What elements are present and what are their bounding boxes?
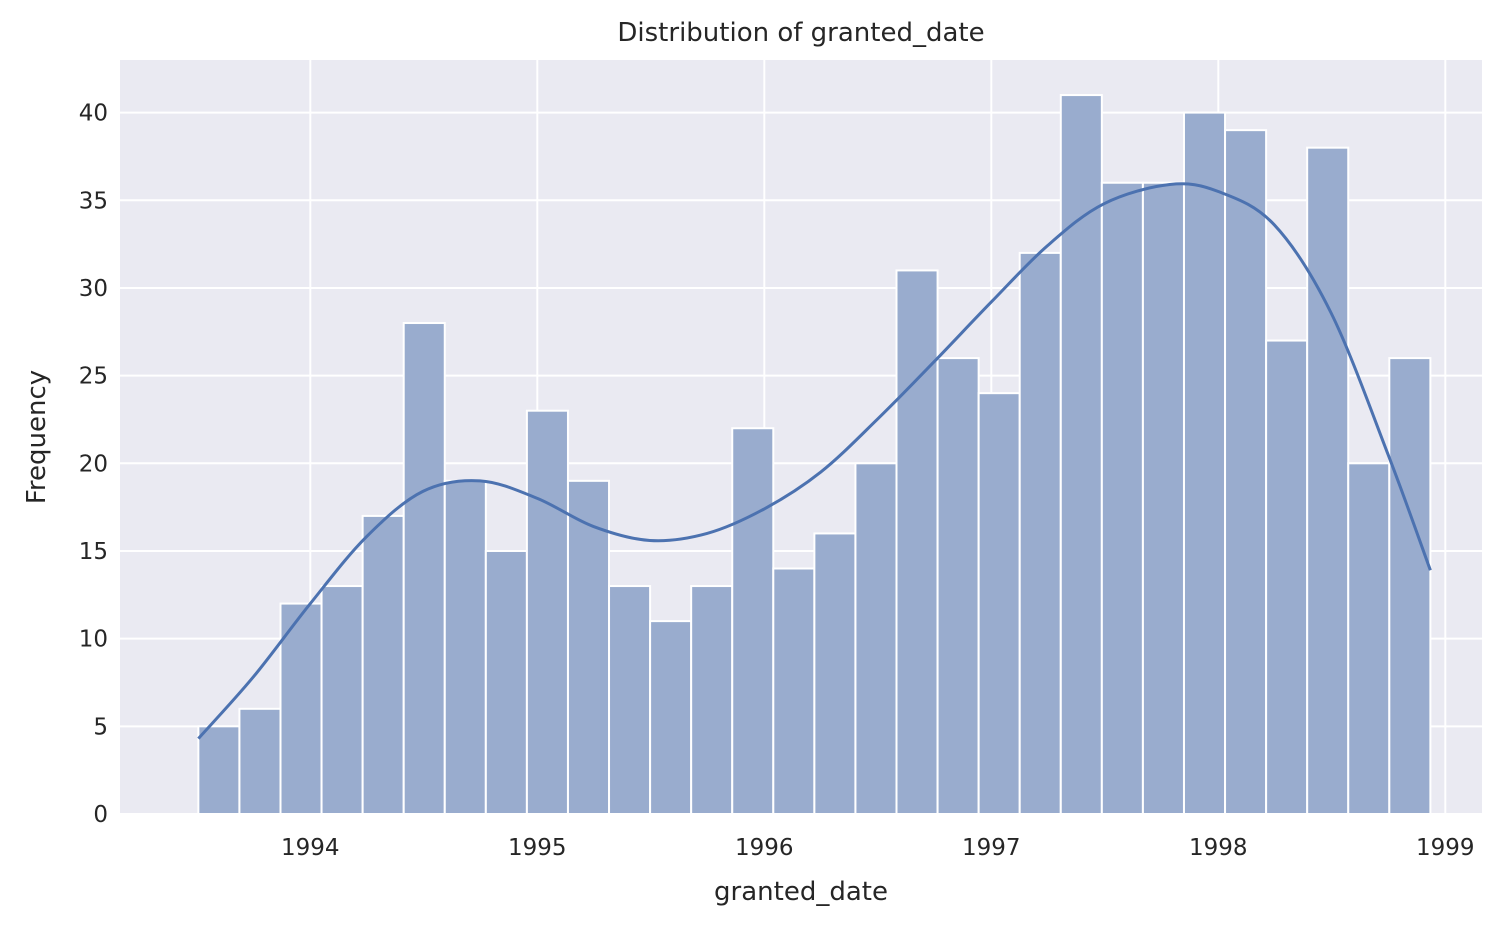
histogram-bar bbox=[402, 322, 446, 815]
x-tick-label: 1996 bbox=[735, 835, 794, 861]
histogram-bar bbox=[854, 462, 898, 815]
histogram-bar bbox=[895, 269, 939, 816]
y-tick-label: 20 bbox=[79, 451, 108, 477]
histogram-bar bbox=[1100, 181, 1144, 815]
histogram-bar bbox=[977, 392, 1021, 815]
y-tick-label: 25 bbox=[79, 364, 108, 390]
kde-curve bbox=[197, 182, 1432, 740]
histogram-bar bbox=[566, 479, 611, 815]
histogram-bar bbox=[1265, 339, 1309, 815]
histogram-bar bbox=[731, 427, 775, 815]
histogram-bar bbox=[1306, 146, 1350, 815]
y-tick-label: 10 bbox=[79, 627, 108, 653]
histogram-bars bbox=[197, 94, 1432, 816]
y-tick-label: 15 bbox=[79, 539, 108, 565]
x-tick-label: 1999 bbox=[1416, 835, 1475, 861]
chart-title: Distribution of granted_date bbox=[617, 18, 984, 48]
y-tick-label: 30 bbox=[79, 276, 108, 302]
x-tick-labels: 1994 1995 1996 1997 1998 1999 bbox=[281, 835, 1475, 861]
x-tick-label: 1997 bbox=[962, 835, 1021, 861]
histogram-bar bbox=[484, 549, 528, 815]
histogram-bar bbox=[238, 707, 282, 816]
histogram-bar bbox=[525, 409, 569, 815]
kde-line bbox=[197, 182, 1432, 740]
histogram-bar bbox=[443, 479, 487, 815]
histogram-bar bbox=[320, 585, 364, 815]
histogram-bar bbox=[1059, 94, 1103, 816]
histogram-bar bbox=[1018, 251, 1062, 815]
x-axis-label: granted_date bbox=[714, 877, 888, 907]
histogram-bar bbox=[936, 357, 980, 815]
histogram-bar bbox=[649, 620, 693, 815]
y-tick-labels: 0 5 10 15 20 25 30 35 40 bbox=[79, 101, 108, 828]
histogram-bar bbox=[1388, 357, 1432, 815]
x-tick-label: 1995 bbox=[508, 835, 567, 861]
histogram-bar bbox=[1347, 462, 1391, 815]
histogram-bar bbox=[361, 514, 405, 815]
y-tick-label: 40 bbox=[79, 101, 108, 127]
x-tick-label: 1998 bbox=[1189, 835, 1248, 861]
histogram-bar bbox=[690, 585, 734, 815]
histogram-bar bbox=[772, 567, 816, 816]
histogram-bar bbox=[1224, 129, 1268, 816]
histogram-bar bbox=[608, 585, 652, 815]
y-tick-label: 0 bbox=[93, 802, 108, 828]
histogram-bar bbox=[1141, 181, 1185, 815]
y-tick-label: 5 bbox=[93, 714, 108, 740]
histogram-bar bbox=[197, 725, 241, 815]
y-tick-label: 35 bbox=[79, 188, 108, 214]
y-axis-label: Frequency bbox=[22, 370, 52, 504]
histogram-bar bbox=[813, 532, 857, 815]
x-tick-label: 1994 bbox=[281, 835, 340, 861]
histogram-bar bbox=[1182, 111, 1227, 815]
